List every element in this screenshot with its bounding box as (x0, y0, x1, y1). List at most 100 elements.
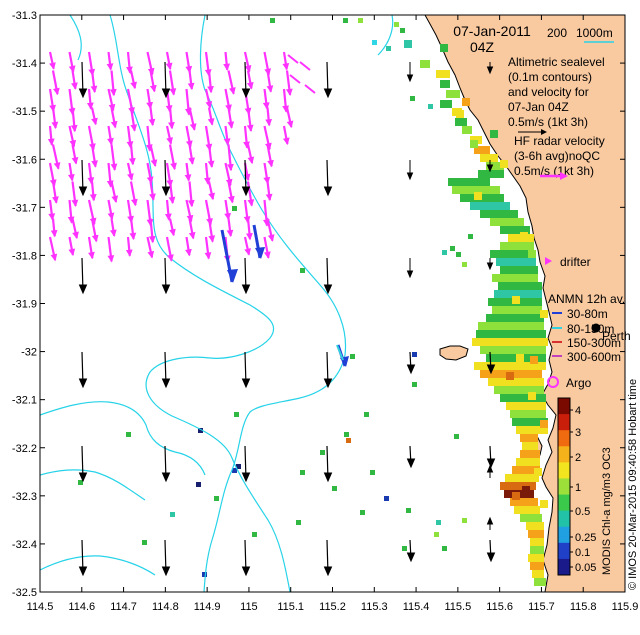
chl-pixel (300, 470, 305, 475)
hf-vector-head (262, 102, 270, 110)
hf-vector-head (285, 88, 293, 96)
alt-vector-head (486, 552, 496, 563)
hf-vector-head (246, 124, 254, 133)
x-tick-label: 115.8 (570, 601, 597, 613)
chl-pixel (516, 426, 548, 434)
hf-vector-head (128, 157, 136, 166)
x-tick-label: 114.8 (152, 601, 179, 613)
hf-vector-head (205, 101, 213, 109)
hf-vector-head (126, 66, 133, 74)
hf-vector-head (71, 199, 79, 207)
chl-pixel (522, 442, 538, 450)
x-tick-label: 115.6 (486, 601, 513, 613)
hf-vector-head (165, 62, 173, 71)
alt-vector-head (486, 464, 494, 473)
chl-pixel (534, 468, 542, 476)
y-tick-label: -32.4 (12, 539, 37, 551)
anmn-legend-items: 30-80m 80-150m 150-300m 300-600m (552, 307, 621, 364)
y-tick-label: -31.6 (12, 154, 37, 166)
chl-pixel (462, 262, 467, 267)
rottnest-island (439, 345, 469, 361)
hf-vector-head (166, 137, 173, 145)
hf-vector (304, 84, 316, 94)
contour-shelf-1 (377, 15, 394, 56)
hf-vector-head (208, 235, 216, 243)
chl-pixel (488, 378, 544, 386)
hf-vector-head (229, 87, 236, 95)
hf-vector-head (130, 124, 138, 132)
hf-vector-head (68, 248, 76, 257)
y-tick-label: -31.8 (12, 250, 37, 262)
chl-pixel (410, 96, 415, 101)
chl-pixel (470, 140, 478, 148)
hf-legend-line-2: (3-6h avg)noQC (514, 149, 600, 163)
hf-vector-head (48, 213, 56, 221)
chl-pixel (440, 44, 448, 52)
hf-vector-head (207, 118, 215, 126)
x-tick-label: 114.7 (110, 601, 137, 613)
alt-vector-head (161, 284, 171, 295)
chl-pixel (512, 466, 540, 474)
chl-pixel (442, 546, 447, 551)
hf-vector-head (263, 251, 271, 259)
chl-pixel (404, 40, 412, 48)
hf-vector-head (148, 118, 156, 127)
chl-pixel (476, 330, 546, 338)
alt-vector-head (161, 566, 171, 577)
colorbar-segment (558, 462, 570, 479)
chl-pixel (500, 394, 546, 402)
hf-vector-head (185, 65, 193, 74)
chl-pixel (480, 210, 518, 218)
alt-vector-head (406, 270, 414, 279)
hf-vector (299, 61, 311, 71)
alt-vector-head (323, 88, 333, 99)
hf-vector-head (267, 234, 275, 242)
colorbar-tick-label: 1 (575, 482, 581, 494)
chl-pixel (234, 412, 239, 417)
hf-vector-head (246, 82, 254, 90)
chl-pixel (534, 578, 546, 586)
hf-vector-head (282, 62, 290, 71)
hf-vector-head (169, 228, 176, 237)
chl-pixel (394, 22, 399, 27)
chl-pixel (486, 162, 504, 170)
alt-vector-head (486, 164, 494, 173)
chl-pixel (370, 470, 375, 475)
alt-vector-head (78, 88, 88, 99)
y-tick-label: -31.5 (12, 106, 37, 118)
hf-vector-head (86, 102, 94, 110)
chl-pixel (528, 554, 544, 562)
chl-pixel (530, 562, 544, 570)
hf-radar-vectors (47, 51, 316, 263)
hf-legend-line-3: 0.5m/s (1kt 3h) (514, 164, 594, 178)
chl-pixel (478, 170, 504, 178)
x-tick-label: 115.2 (319, 601, 346, 613)
contour-outer-3 (40, 555, 156, 576)
chl-pixel (540, 420, 548, 428)
hf-vector-head (91, 160, 98, 168)
hf-vector-head (109, 229, 117, 237)
hf-vector-head (247, 199, 255, 207)
hf-vector-head (207, 160, 215, 169)
x-tick-label: 115.9 (612, 601, 639, 613)
chl-pixel (506, 372, 514, 380)
alt-vector-head (486, 262, 494, 271)
chl-pixel (214, 496, 219, 501)
drifter-label: drifter (560, 255, 591, 269)
chl-pixel (252, 532, 257, 537)
chl-pixel (500, 160, 508, 168)
alt-legend-line-1: Altimetric sealevel (508, 55, 605, 69)
alt-legend-line-4: 07-Jan 04Z (508, 100, 569, 114)
chl-pixel (512, 296, 520, 304)
colorbar-segment (558, 494, 570, 512)
chl-pixel (360, 510, 365, 515)
hf-vector-head (204, 252, 212, 260)
chl-pixel (142, 540, 147, 545)
hf-vector-head (71, 156, 79, 165)
chl-pixel (512, 418, 548, 426)
hf-vector-head (111, 195, 119, 204)
chl-pixel (442, 250, 447, 255)
chl-pixel (474, 192, 482, 200)
